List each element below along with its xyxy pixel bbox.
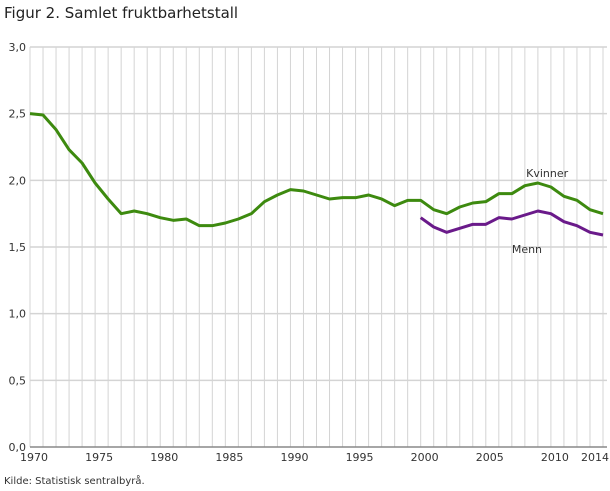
source-note: Kilde: Statistisk sentralbyrå.: [4, 476, 145, 487]
x-tick-label: 1970: [20, 451, 48, 464]
y-tick-label: 0,5: [9, 374, 27, 387]
x-tick-label: 2010: [541, 451, 569, 464]
x-tick-label: 1995: [346, 451, 374, 464]
chart-title: Figur 2. Samlet fruktbarhetstall: [4, 4, 239, 22]
series-line-menn: [419, 209, 604, 237]
x-tick-label: 1980: [150, 451, 178, 464]
legend-label-kvinner: Kvinner: [526, 167, 568, 180]
series-line-kvinner: [29, 112, 604, 228]
x-tick-label: 1990: [280, 451, 308, 464]
x-tick-label: 1975: [85, 451, 113, 464]
x-tick-label: 1985: [215, 451, 243, 464]
y-tick-label: 2,5: [9, 108, 27, 121]
x-tick-label: 2000: [411, 451, 439, 464]
y-tick-label: 2,0: [9, 174, 27, 187]
x-tick-label: 2005: [476, 451, 504, 464]
y-tick-label: 1,5: [9, 241, 27, 254]
x-tick-label: 2014: [581, 451, 609, 464]
y-tick-label: 1,0: [9, 308, 27, 321]
y-tick-label: 0,0: [9, 441, 27, 454]
y-tick-label: 3,0: [9, 41, 27, 54]
legend-label-menn: Menn: [512, 243, 542, 256]
